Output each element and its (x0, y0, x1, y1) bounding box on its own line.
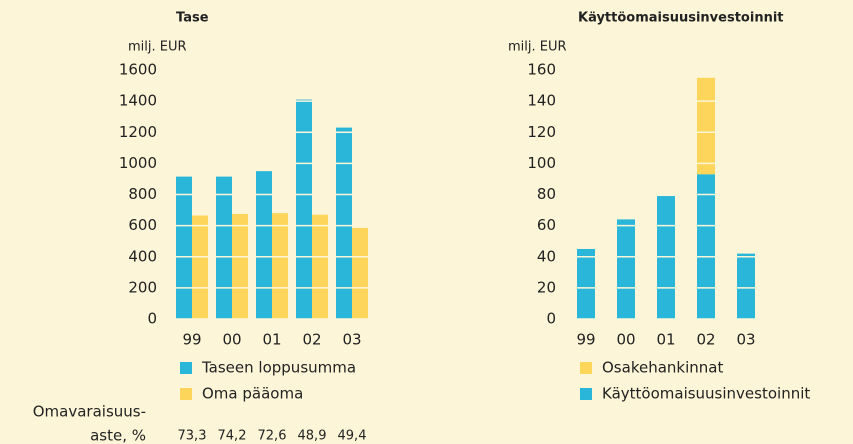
y-tick-label: 160 (527, 61, 556, 79)
bar (256, 171, 272, 319)
bar (232, 213, 248, 319)
y-tick-label: 1200 (119, 123, 157, 141)
x-tick-label: 99 (182, 331, 201, 349)
bar (192, 215, 208, 319)
legend-swatch (580, 362, 592, 374)
x-tick-label: 01 (262, 331, 281, 349)
ratio-value: 49,4 (338, 429, 367, 444)
legend-label: Käyttöomaisuusinvestoinnit (602, 385, 810, 403)
ratio-label: Omavaraisuus- (33, 403, 146, 421)
chart-title: Käyttöomaisuusinvestoinnit (578, 11, 784, 26)
y-tick-label: 20 (537, 278, 556, 296)
y-tick-label: 400 (128, 247, 157, 265)
x-tick-label: 00 (222, 331, 241, 349)
ratio-label: aste, % (90, 427, 146, 444)
x-tick-label: 00 (616, 331, 635, 349)
y-tick-label: 80 (537, 185, 556, 203)
bar-segment (737, 253, 755, 319)
chart-title: Tase (176, 11, 209, 26)
bar-segment (617, 219, 635, 319)
x-tick-label: 02 (696, 331, 715, 349)
ratio-value: 73,3 (178, 429, 207, 444)
y-axis-label: milj. EUR (128, 40, 187, 55)
y-tick-label: 800 (128, 185, 157, 203)
legend-swatch (180, 362, 192, 374)
bar (312, 214, 328, 319)
bar-segment (697, 174, 715, 319)
y-tick-label: 120 (527, 123, 556, 141)
legend-label: Osakehankinnat (602, 359, 723, 377)
bar-segment (577, 248, 595, 319)
y-tick-label: 1600 (119, 61, 157, 79)
x-tick-label: 01 (656, 331, 675, 349)
y-tick-label: 1400 (119, 92, 157, 110)
legend-label: Oma pääoma (202, 385, 303, 403)
x-tick-label: 99 (576, 331, 595, 349)
legend-label: Taseen loppusumma (201, 359, 356, 377)
legend-swatch (580, 388, 592, 400)
bar-segment (657, 196, 675, 319)
bar (352, 227, 368, 319)
y-tick-label: 100 (527, 154, 556, 172)
x-tick-label: 03 (342, 331, 361, 349)
x-tick-label: 02 (302, 331, 321, 349)
y-tick-label: 1000 (119, 154, 157, 172)
y-tick-label: 200 (128, 278, 157, 296)
ratio-value: 48,9 (298, 429, 327, 444)
x-tick-label: 03 (736, 331, 755, 349)
y-tick-label: 40 (537, 247, 556, 265)
bar (216, 176, 232, 319)
ratio-value: 72,6 (258, 429, 287, 444)
ratio-value: 74,2 (218, 429, 247, 444)
bar-segment (697, 77, 715, 175)
y-tick-label: 140 (527, 92, 556, 110)
bar (296, 99, 312, 319)
y-tick-label: 600 (128, 216, 157, 234)
y-tick-label: 60 (537, 216, 556, 234)
legend-swatch (180, 388, 192, 400)
bar (176, 176, 192, 319)
bar (336, 127, 352, 319)
bar (272, 213, 288, 319)
y-tick-label: 0 (147, 310, 157, 328)
y-axis-label: milj. EUR (508, 40, 567, 55)
y-tick-label: 0 (546, 310, 556, 328)
